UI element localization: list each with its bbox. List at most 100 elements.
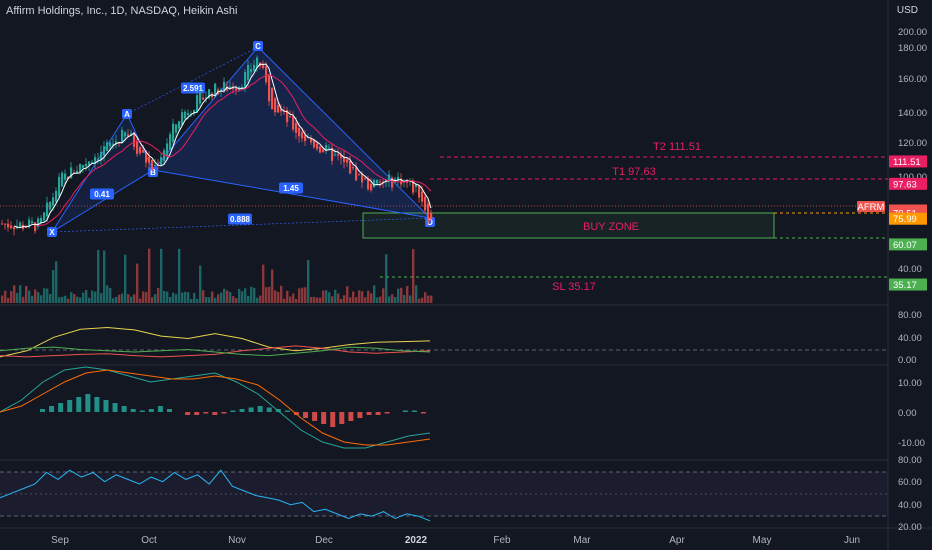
- volume-bar: [133, 294, 136, 303]
- volume-bar: [154, 294, 157, 303]
- indicator-1-line: [0, 326, 431, 358]
- volume-bar: [166, 291, 169, 303]
- volume-bar: [217, 294, 220, 303]
- y-tick-label: 0.00: [898, 355, 917, 366]
- macd-histogram-bar: [94, 397, 100, 412]
- volume-bar: [301, 287, 304, 303]
- volume-bar: [169, 297, 172, 303]
- candle-body: [328, 147, 331, 149]
- candle-body: [223, 81, 226, 91]
- volume-bar: [328, 292, 331, 303]
- volume-bar: [430, 295, 433, 303]
- y-tick-label: 120.00: [898, 138, 927, 149]
- candle-body: [280, 108, 283, 112]
- x-tick-label: Sep: [51, 535, 69, 546]
- candle-body: [364, 178, 367, 180]
- candle-body: [322, 149, 325, 153]
- volume-bar: [145, 292, 148, 303]
- candle-body: [61, 172, 64, 187]
- volume-bar: [394, 297, 397, 303]
- volume-bar: [79, 297, 82, 303]
- macd-histogram-bar: [239, 409, 245, 412]
- volume-bar: [397, 288, 400, 303]
- candle-body: [70, 167, 73, 178]
- volume-bar: [70, 292, 73, 303]
- candle-body: [76, 170, 79, 173]
- volume-bar: [358, 290, 361, 303]
- candle-body: [298, 127, 301, 137]
- pattern-ratio-label: 0.888: [230, 215, 251, 224]
- candle-body: [133, 134, 136, 147]
- candle-body: [340, 155, 343, 159]
- volume-bar: [25, 286, 28, 303]
- y-tick-label: 160.00: [898, 74, 927, 85]
- macd-histogram-bar: [348, 412, 354, 421]
- candle-body: [238, 86, 241, 90]
- volume-bar: [370, 293, 373, 303]
- y-tick-label: 80.00: [898, 455, 922, 466]
- macd-histogram-bar: [384, 412, 390, 414]
- candle-body: [316, 143, 319, 150]
- candle-body: [202, 97, 205, 100]
- volume-bar: [223, 288, 226, 303]
- volume-bar: [22, 296, 25, 303]
- volume-bar: [139, 298, 142, 303]
- macd-line: [0, 366, 431, 449]
- pattern-bcd[interactable]: [152, 46, 432, 219]
- volume-bar: [181, 292, 184, 303]
- volume-bar: [19, 285, 22, 303]
- candle-body: [106, 142, 109, 151]
- volume-bar: [391, 294, 394, 303]
- candle-body: [121, 130, 124, 144]
- macd-histogram-bar: [148, 409, 154, 412]
- pattern-ratio-label: 2.591: [183, 84, 204, 93]
- volume-bar: [190, 298, 193, 303]
- candle-body: [166, 143, 169, 156]
- candle-body: [346, 159, 349, 163]
- candle-body: [112, 143, 115, 145]
- target-1-annotation: T1 97.63: [612, 166, 655, 178]
- volume-bar: [247, 295, 250, 303]
- volume-bar: [115, 296, 118, 303]
- volume-bar: [388, 296, 391, 303]
- y-tick-label: 40.00: [898, 333, 922, 344]
- volume-bar: [271, 269, 274, 303]
- candle-body: [262, 64, 265, 68]
- candle-body: [109, 142, 112, 147]
- volume-bar: [238, 288, 241, 303]
- candle-body: [28, 219, 31, 228]
- macd-histogram-bar: [203, 412, 209, 414]
- pattern-xab[interactable]: [51, 112, 154, 233]
- volume-bar: [112, 298, 115, 303]
- volume-bar: [319, 297, 322, 303]
- x-tick-label: 2022: [405, 535, 428, 546]
- candle-body: [301, 132, 304, 139]
- candle-body: [136, 140, 139, 154]
- volume-bar: [202, 290, 205, 303]
- volume-bar: [46, 288, 49, 303]
- candle-body: [256, 57, 259, 68]
- candle-body: [91, 161, 94, 164]
- candle-body: [34, 222, 37, 232]
- candle-body: [193, 110, 196, 115]
- macd-histogram-bar: [230, 410, 236, 412]
- candle-body: [82, 164, 85, 168]
- volume-bar: [382, 288, 385, 303]
- volume-bar: [178, 248, 181, 303]
- volume-bar: [334, 289, 337, 303]
- volume-bar: [205, 296, 208, 303]
- volume-bar: [94, 291, 97, 303]
- pattern-ratio-badge: [228, 213, 252, 225]
- pattern-ratio-badge: [279, 182, 303, 194]
- volume-bar: [256, 297, 259, 303]
- volume-bar: [310, 296, 313, 303]
- candle-body: [145, 151, 148, 163]
- volume-bar: [157, 287, 160, 303]
- macd-histogram-bar: [248, 407, 254, 412]
- candle-body: [25, 226, 28, 228]
- volume-bar: [253, 287, 256, 303]
- x-tick-label: Oct: [141, 535, 157, 546]
- volume-bar: [331, 296, 334, 303]
- volume-bar: [364, 297, 367, 303]
